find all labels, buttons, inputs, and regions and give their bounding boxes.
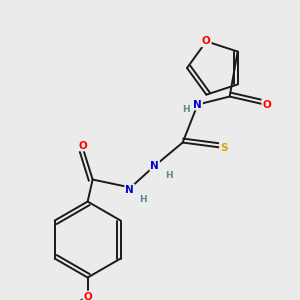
- Text: O: O: [202, 36, 211, 46]
- Text: N: N: [125, 184, 134, 194]
- Text: O: O: [83, 292, 92, 300]
- Text: H: H: [182, 105, 190, 114]
- Text: O: O: [78, 140, 87, 151]
- Text: S: S: [220, 142, 227, 152]
- Text: O: O: [262, 100, 271, 110]
- Text: H: H: [165, 171, 172, 180]
- Text: H: H: [139, 195, 146, 204]
- Text: N: N: [193, 100, 202, 110]
- Text: N: N: [150, 160, 159, 170]
